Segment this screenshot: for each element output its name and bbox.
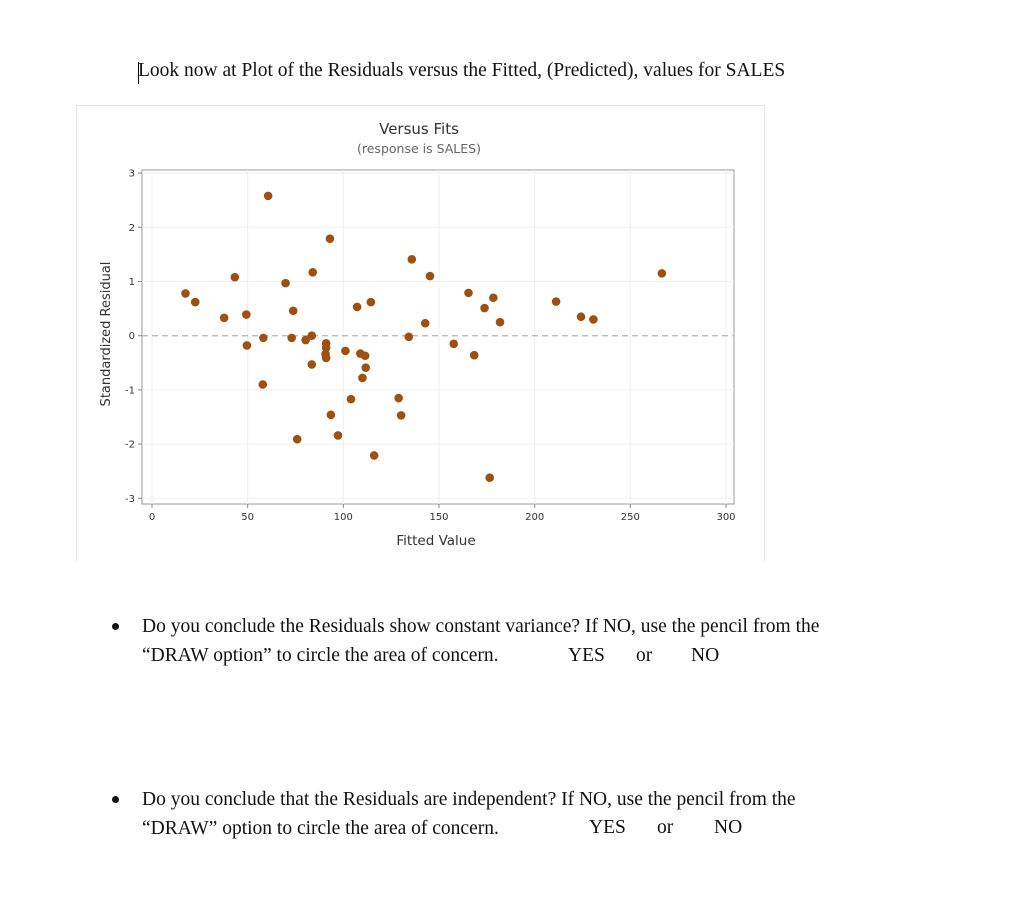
data-point	[346, 394, 356, 404]
data-point	[259, 333, 268, 343]
y-tick-label: 0	[129, 331, 135, 342]
data-point	[321, 353, 331, 363]
data-point	[657, 269, 667, 278]
data-point	[407, 254, 417, 264]
document-heading: Look now at Plot of the Residuals versus…	[138, 60, 786, 81]
question-2-or: or	[657, 817, 674, 838]
y-tick-label: -2	[125, 440, 135, 451]
x-tick-label: 200	[525, 512, 544, 523]
data-point	[352, 302, 362, 312]
data-point	[263, 191, 273, 201]
data-point	[394, 393, 403, 403]
x-tick-label: 0	[149, 512, 155, 523]
y-tick-label: -3	[125, 494, 135, 505]
data-point	[181, 289, 190, 298]
data-point	[361, 363, 371, 372]
data-point	[242, 341, 252, 350]
bullet-icon	[112, 796, 119, 803]
y-tick-label: 3	[129, 169, 135, 180]
data-point	[360, 351, 370, 361]
y-tick-label: 1	[129, 277, 135, 288]
x-tick-label: 150	[429, 512, 448, 523]
data-point	[321, 343, 331, 352]
data-point	[230, 272, 240, 282]
data-point	[366, 297, 376, 307]
data-point	[287, 333, 296, 343]
data-point	[258, 380, 268, 389]
text-cursor	[138, 62, 139, 84]
data-point	[307, 331, 317, 341]
data-point	[425, 271, 435, 281]
question-1-no[interactable]: NO	[691, 645, 720, 666]
question-2-no[interactable]: NO	[714, 817, 743, 838]
question-1-line-1: Do you conclude the Residuals show const…	[142, 616, 820, 637]
data-point	[420, 318, 430, 328]
x-axis-label: Fitted Value	[396, 533, 475, 549]
data-point	[281, 278, 290, 288]
data-point	[589, 315, 598, 324]
x-tick-label: 250	[621, 512, 640, 523]
data-point	[404, 332, 414, 342]
question-2-line-2: “DRAW” option to circle the area of conc…	[142, 818, 499, 839]
question-1-line-2: “DRAW option” to circle the area of conc…	[142, 645, 499, 666]
data-point	[325, 234, 335, 243]
bullet-icon	[112, 623, 119, 630]
data-point	[242, 310, 251, 319]
data-point	[480, 303, 489, 313]
data-point	[469, 350, 479, 360]
data-point	[301, 335, 310, 345]
data-point	[219, 313, 229, 323]
data-point	[396, 411, 406, 420]
chart-panel	[76, 105, 765, 561]
question-1-yes[interactable]: YES	[568, 645, 605, 666]
data-point	[292, 434, 302, 444]
question-2-line-1: Do you conclude that the Residuals are i…	[142, 789, 796, 810]
x-tick-label: 100	[334, 512, 353, 523]
data-point	[449, 339, 459, 349]
data-point	[369, 451, 379, 460]
x-tick-label: 300	[716, 512, 735, 523]
data-point	[358, 373, 367, 383]
data-point	[485, 473, 495, 483]
plot-area	[141, 169, 735, 505]
data-point	[551, 297, 561, 306]
data-point	[288, 306, 298, 316]
data-point	[326, 410, 336, 420]
data-point	[307, 360, 317, 369]
data-point	[190, 297, 200, 307]
question-2-yes[interactable]: YES	[589, 817, 626, 838]
data-point	[308, 267, 318, 277]
chart-title: Versus Fits	[379, 120, 459, 138]
data-point	[489, 293, 498, 303]
data-point	[464, 288, 473, 298]
y-tick-label: 2	[129, 223, 135, 234]
x-tick-label: 50	[241, 512, 254, 523]
data-point	[495, 317, 505, 327]
data-point	[576, 312, 586, 322]
question-1-or: or	[636, 645, 653, 666]
y-axis-label: Standardized Residual	[99, 262, 114, 407]
data-point	[333, 431, 343, 440]
data-point	[341, 346, 350, 356]
y-tick-label: -1	[125, 385, 135, 396]
chart-subtitle: (response is SALES)	[357, 141, 481, 156]
